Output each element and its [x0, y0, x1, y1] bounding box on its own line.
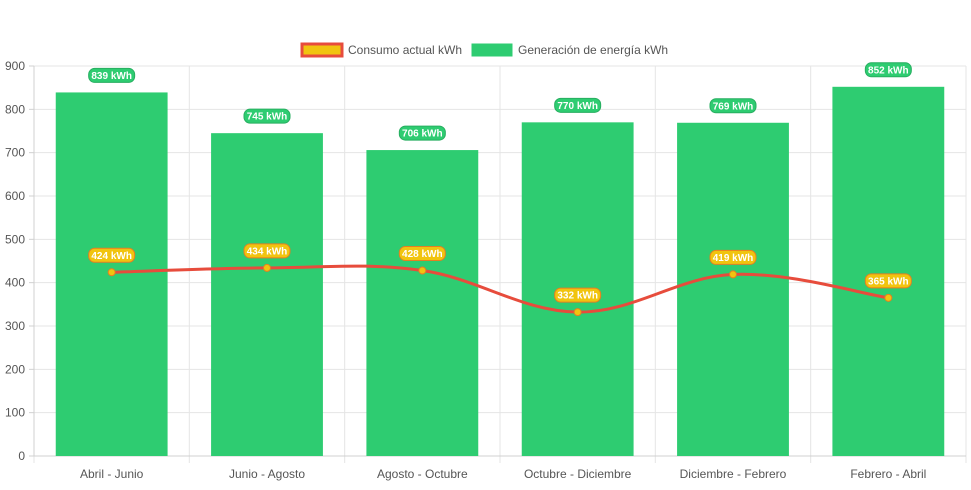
x-tick-label: Octubre - Diciembre	[524, 467, 632, 481]
bar-data-label-bg	[864, 62, 912, 78]
line-data-label-bg	[88, 247, 136, 263]
legend-swatch-consumption[interactable]	[300, 42, 344, 58]
bar-data-label-bg	[243, 108, 291, 124]
y-tick-label: 900	[5, 59, 25, 73]
legend-label-consumption[interactable]: Consumo actual kWh	[348, 43, 462, 57]
line-data-label: 434 kWh	[247, 246, 288, 257]
y-tick-label: 800	[5, 102, 25, 116]
bar-data-label: 706 kWh	[402, 129, 443, 140]
bar-data-label-bg	[398, 125, 446, 141]
y-tick-label: 600	[5, 189, 25, 203]
bar-data-label-bg	[709, 98, 757, 114]
line-point[interactable]	[884, 293, 893, 302]
bar-data-label: 769 kWh	[713, 101, 754, 112]
legend-swatch-generation[interactable]	[471, 43, 513, 57]
y-tick-label: 200	[5, 362, 25, 376]
y-tick-label: 300	[5, 319, 25, 333]
line-point[interactable]	[729, 270, 737, 279]
x-tick-label: Agosto - Octubre	[377, 467, 468, 481]
y-tick-label: 400	[5, 276, 25, 290]
line-point[interactable]	[573, 308, 582, 317]
bar-data-label: 839 kWh	[91, 71, 132, 82]
bar-data-label: 770 kWh	[557, 101, 598, 112]
y-tick-label: 700	[5, 146, 25, 160]
consumption-line-path	[111, 264, 889, 314]
bar-data-label-bg	[554, 97, 602, 113]
line-data-label-bg	[864, 273, 912, 289]
line-point[interactable]	[263, 263, 271, 272]
y-tick-label: 100	[5, 406, 25, 420]
line-data-label: 424 kWh	[91, 251, 132, 262]
line-point[interactable]	[107, 268, 116, 277]
line-data-label: 428 kWh	[402, 249, 443, 260]
line-point[interactable]	[418, 266, 427, 275]
x-tick-label: Febrero - Abril	[850, 467, 926, 481]
consumption-line	[107, 263, 893, 317]
bar-data-label: 852 kWh	[868, 65, 909, 76]
line-data-label-bg	[398, 246, 446, 262]
y-tick-label: 0	[18, 449, 25, 463]
line-data-label-bg	[243, 243, 291, 259]
x-tick-label: Abril - Junio	[80, 467, 144, 481]
legend: Consumo actual kWh Generación de energía …	[300, 42, 668, 58]
bar-labels: 839 kWh 745 kWh 706 kWh 770 kWh 769 kWh 852 k…	[88, 62, 912, 141]
x-tick-label: Junio - Agosto	[229, 467, 305, 481]
line-data-label: 332 kWh	[557, 291, 598, 302]
grid	[33, 65, 967, 463]
y-tick-label: 500	[5, 232, 25, 246]
x-axis: Abril - Junio Junio - Agosto Agosto - Octu…	[80, 467, 926, 481]
bar[interactable]	[832, 86, 945, 457]
x-tick-label: Diciembre - Febrero	[680, 467, 787, 481]
line-data-label-bg	[709, 249, 757, 265]
line-labels: 424 kWh 434 kWh 428 kWh 332 kWh 419 kWh 365 k…	[88, 243, 912, 303]
line-data-label-bg	[554, 287, 602, 303]
y-axis: 0 100 200 300 400 500 600 700 800 900	[5, 59, 34, 463]
bar[interactable]	[211, 133, 323, 456]
line-data-label: 419 kWh	[713, 253, 754, 264]
legend-label-generation[interactable]: Generación de energía kWh	[518, 43, 668, 57]
bar-data-label-bg	[88, 67, 136, 83]
bar[interactable]	[677, 122, 789, 457]
line-data-label: 365 kWh	[868, 276, 909, 287]
bar-data-label: 745 kWh	[247, 112, 288, 123]
bar[interactable]	[366, 150, 479, 457]
